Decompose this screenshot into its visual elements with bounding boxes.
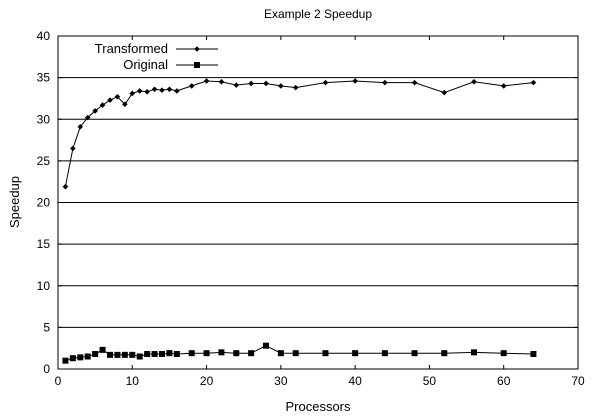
y-tick-label: 10 <box>37 279 51 293</box>
data-point-transformed <box>382 79 388 86</box>
data-point-original <box>121 351 128 358</box>
x-tick-label: 20 <box>200 374 214 388</box>
data-point-transformed <box>99 102 106 108</box>
legend-marker-transformed <box>194 46 200 52</box>
data-point-original <box>381 350 388 357</box>
data-point-original <box>188 350 195 357</box>
data-point-transformed <box>144 88 150 95</box>
x-tick-label: 0 <box>55 374 62 388</box>
data-point-original <box>144 351 151 358</box>
x-tick-label: 60 <box>497 374 511 388</box>
data-point-transformed <box>114 93 121 100</box>
x-tick-label: 50 <box>423 374 437 388</box>
chart-title: Example 2 Speedup <box>264 7 372 21</box>
data-point-original <box>107 351 113 358</box>
data-point-transformed <box>188 83 195 89</box>
data-point-original <box>62 357 69 364</box>
data-point-original <box>92 351 99 358</box>
data-point-original <box>159 351 165 358</box>
data-point-original <box>69 355 76 362</box>
data-point-transformed <box>174 88 180 94</box>
data-point-transformed <box>500 83 507 89</box>
data-point-original <box>352 350 359 357</box>
x-tick-label: 10 <box>126 374 140 388</box>
data-point-transformed <box>84 114 91 121</box>
data-point-transformed <box>129 90 136 97</box>
data-point-original <box>129 351 136 358</box>
axes: 0 5 10 15 20 25 30 35 40 0 10 20 30 40 50 60 70 <box>37 29 585 388</box>
data-point-original <box>151 351 158 358</box>
data-point-transformed <box>70 145 76 152</box>
legend-marker-original <box>194 62 200 68</box>
data-point-original <box>77 354 84 361</box>
data-point-original <box>292 350 299 357</box>
data-point-transformed <box>166 86 173 93</box>
data-point-transformed <box>530 79 537 86</box>
data-point-transformed <box>62 183 69 190</box>
y-tick-label: 35 <box>37 71 51 85</box>
series-line-transformed <box>64 80 534 187</box>
x-axis-label: Processors <box>285 399 351 414</box>
data-point-transformed <box>263 80 269 87</box>
y-tick-label: 30 <box>37 112 51 126</box>
data-point-original <box>99 346 106 353</box>
data-point-original <box>114 351 121 358</box>
data-point-original <box>218 349 225 356</box>
data-point-transformed <box>107 97 113 103</box>
data-point-transformed <box>122 101 128 108</box>
data-point-transformed <box>441 89 448 96</box>
x-tick-label: 70 <box>571 374 585 388</box>
data-point-original <box>441 350 448 357</box>
data-point-original <box>248 350 255 357</box>
legend-label-original: Original <box>123 57 168 72</box>
data-point-original <box>411 350 418 357</box>
data-point-transformed <box>77 123 84 130</box>
data-point-original <box>173 351 180 358</box>
x-tick-label: 40 <box>348 374 362 388</box>
data-point-original <box>84 353 91 360</box>
data-point-original <box>471 349 477 356</box>
data-point-transformed <box>159 87 165 93</box>
plot-frame <box>57 35 579 370</box>
data-point-transformed <box>292 84 299 91</box>
data-point-original <box>166 350 173 357</box>
data-point-transformed <box>471 78 477 85</box>
series-line-original <box>65 345 534 362</box>
x-tick-label: 30 <box>274 374 288 388</box>
data-point-transformed <box>136 88 143 94</box>
y-tick-label: 0 <box>43 362 50 376</box>
data-point-transformed <box>151 86 158 93</box>
data-point-original <box>500 350 507 357</box>
legend-label-transformed: Transformed <box>95 41 168 56</box>
y-tick-label: 15 <box>37 237 51 251</box>
gridlines <box>58 77 578 328</box>
data-point-transformed <box>248 80 254 87</box>
data-point-original <box>203 350 210 357</box>
data-point-transformed <box>411 79 418 86</box>
data-point-original <box>136 353 143 360</box>
data-point-transformed <box>352 78 358 84</box>
data-point-original <box>322 350 329 357</box>
data-point-original <box>277 350 284 357</box>
data-point-original <box>233 350 240 357</box>
data-point-transformed <box>203 78 210 84</box>
data-point-transformed <box>233 82 240 88</box>
y-tick-label: 5 <box>43 320 50 334</box>
data-point-transformed <box>92 108 98 114</box>
data-point-transformed <box>218 78 225 85</box>
data-point-original <box>530 351 537 358</box>
y-axis-label: Speedup <box>7 176 22 228</box>
data-point-transformed <box>278 83 284 89</box>
data-point-original <box>263 342 269 349</box>
y-tick-label: 20 <box>37 196 51 210</box>
y-tick-label: 25 <box>37 154 51 168</box>
series-group <box>62 78 537 364</box>
data-point-transformed <box>322 79 329 86</box>
y-tick-label: 40 <box>37 29 51 43</box>
